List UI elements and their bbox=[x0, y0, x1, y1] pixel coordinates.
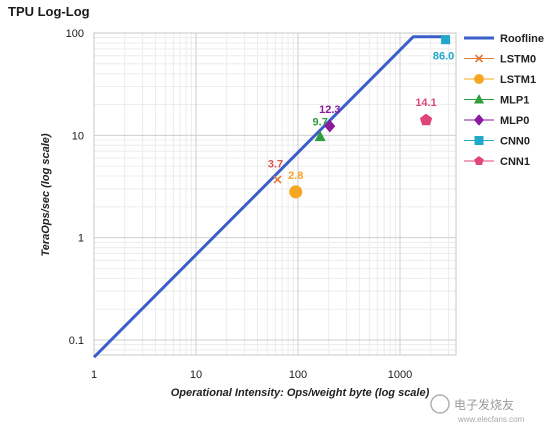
roofline-line bbox=[92, 35, 449, 359]
data-label-lstm1: 2.8 bbox=[288, 170, 303, 182]
x-tick-label: 100 bbox=[289, 369, 307, 381]
x-tick-label: 1000 bbox=[388, 369, 412, 381]
grid-minor bbox=[94, 33, 456, 355]
legend-marker-mlp1 bbox=[474, 94, 484, 104]
legend-label-cnn1: CNN1 bbox=[500, 156, 530, 168]
watermark-logo-icon bbox=[430, 394, 450, 414]
x-tick-label: 1 bbox=[91, 369, 97, 381]
legend-label-lstm0: LSTM0 bbox=[500, 54, 536, 66]
data-label-cnn0: 86.0 bbox=[433, 51, 454, 63]
point-cnn1 bbox=[419, 113, 433, 126]
plot-frame bbox=[93, 32, 457, 356]
legend-marker-cnn0 bbox=[474, 136, 484, 145]
legend-label-roofline: Roofline bbox=[500, 33, 544, 45]
y-tick-labels: 0.1 1 10 100 bbox=[66, 28, 84, 347]
legend-item-mlp0: MLP0 bbox=[464, 114, 529, 127]
legend-marker-cnn1 bbox=[474, 156, 484, 165]
legend-label-lstm1: LSTM1 bbox=[500, 74, 536, 86]
legend-item-cnn0: CNN0 bbox=[464, 136, 530, 148]
point-mlp1 bbox=[314, 130, 326, 142]
point-lstm0 bbox=[273, 175, 282, 184]
y-tick-label: 100 bbox=[66, 28, 84, 40]
legend-marker-mlp0 bbox=[474, 114, 484, 126]
legend-label-cnn0: CNN0 bbox=[500, 136, 530, 148]
data-points: 3.7 2.8 9.712.3 86.0 14.1 bbox=[268, 35, 454, 199]
watermark-text: 电子发烧友 bbox=[454, 397, 514, 412]
watermark: 电子发烧友 www.elecfans.com bbox=[430, 394, 525, 424]
point-mlp0 bbox=[324, 119, 336, 133]
y-tick-label: 1 bbox=[78, 233, 84, 245]
data-label-lstm0: 3.7 bbox=[268, 159, 283, 171]
point-lstm1 bbox=[289, 185, 303, 199]
legend-item-cnn1: CNN1 bbox=[464, 156, 530, 168]
watermark-url: www.elecfans.com bbox=[457, 415, 525, 424]
data-label-mlp1: 9.7 bbox=[313, 117, 328, 129]
legend: Roofline LSTM0 LSTM1 MLP1 MLP0 CNN0 CNN1 bbox=[464, 33, 544, 168]
legend-item-mlp1: MLP1 bbox=[464, 94, 529, 107]
x-tick-labels: 1 10 100 1000 bbox=[91, 369, 412, 381]
legend-item-lstm1: LSTM1 bbox=[464, 74, 536, 86]
y-tick-label: 0.1 bbox=[69, 335, 84, 347]
data-label-cnn1: 14.1 bbox=[415, 97, 436, 109]
legend-item-roofline: Roofline bbox=[464, 33, 544, 45]
y-axis-label: TeraOps/sec (log scale) bbox=[40, 133, 52, 256]
data-label-mlp0: 12.3 bbox=[319, 104, 340, 116]
legend-item-lstm0: LSTM0 bbox=[464, 54, 536, 66]
legend-label-mlp0: MLP0 bbox=[500, 115, 529, 127]
x-tick-label: 10 bbox=[190, 369, 202, 381]
legend-label-mlp1: MLP1 bbox=[500, 95, 529, 107]
chart-title: TPU Log-Log bbox=[8, 4, 90, 19]
y-tick-label: 10 bbox=[72, 130, 84, 142]
legend-marker-lstm0 bbox=[474, 54, 484, 63]
point-cnn0 bbox=[441, 35, 451, 45]
x-axis-label: Operational Intensity: Ops/weight byte (… bbox=[171, 387, 430, 399]
legend-marker-lstm1 bbox=[474, 74, 484, 84]
